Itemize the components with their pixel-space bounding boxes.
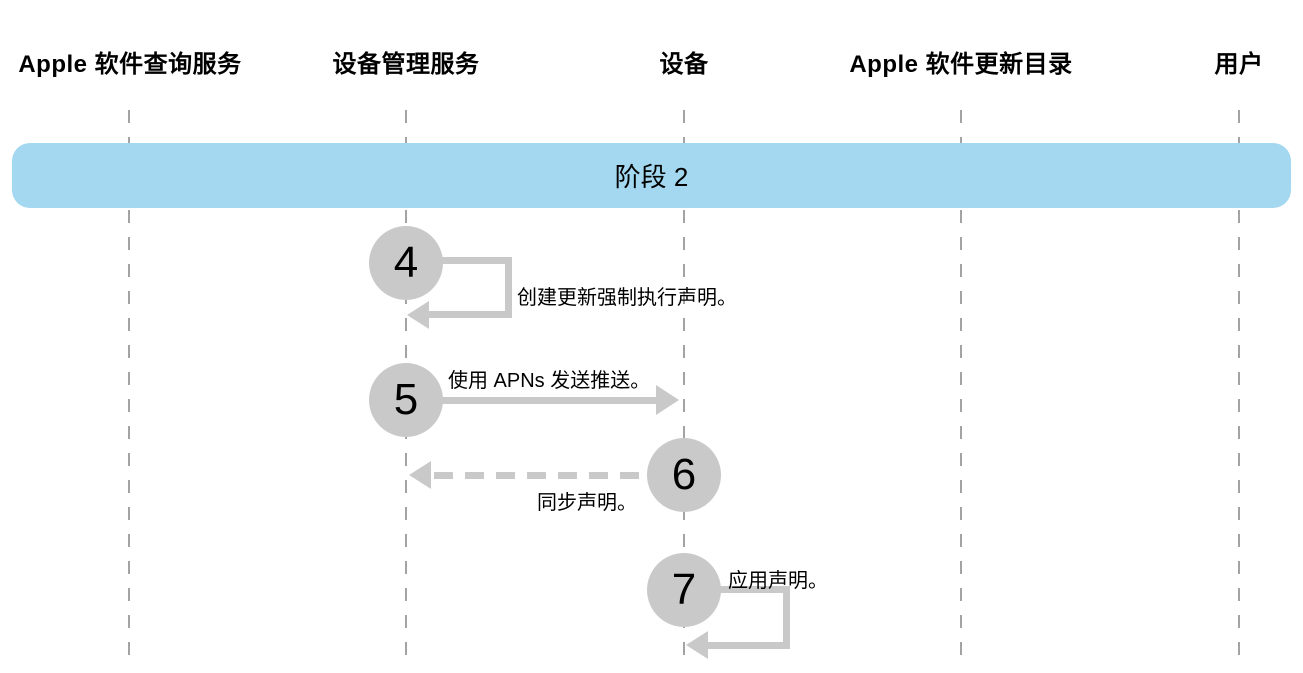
- lifeline-segment: [683, 210, 685, 658]
- step-7-label: 应用声明。: [728, 570, 828, 592]
- lane-header-device: 设备: [659, 51, 709, 78]
- step-6-number: 6: [671, 450, 697, 499]
- lifeline-segment: [405, 110, 407, 143]
- step-6-number-badge: 6: [647, 438, 721, 512]
- step-6-arrowhead-left-icon: [409, 461, 431, 489]
- step-7-number-badge: 7: [647, 553, 721, 627]
- lifeline-segment: [1238, 210, 1240, 658]
- step-7-self-loop-arrow: [708, 586, 790, 649]
- step-5-number: 5: [393, 375, 419, 424]
- lifeline-segment: [960, 110, 962, 143]
- phase-banner-label: 阶段 2: [614, 162, 689, 192]
- step-4-number: 4: [393, 238, 419, 287]
- step-6-label: 同步声明。: [537, 492, 637, 514]
- step-4-number-badge: 4: [369, 226, 443, 300]
- step-5-number-badge: 5: [369, 363, 443, 437]
- lifeline-segment: [960, 210, 962, 658]
- step-4-arrowhead-left-icon: [407, 301, 429, 329]
- step-7-number: 7: [671, 565, 697, 614]
- step-6-arrow-line-dashed: [434, 472, 650, 479]
- step-7-arrowhead-left-icon: [686, 631, 708, 659]
- lifeline-segment: [1238, 110, 1240, 143]
- lane-header-apple-software-lookup-service: Apple 软件查询服务: [18, 51, 242, 78]
- step-5-arrowhead-right-icon: [656, 385, 679, 415]
- phase-banner: 阶段 2: [12, 143, 1291, 208]
- lifeline-segment: [128, 210, 130, 658]
- step-5-arrow-line: [440, 397, 658, 404]
- lifeline-segment: [128, 110, 130, 143]
- lane-header-apple-software-update-catalog: Apple 软件更新目录: [849, 51, 1073, 78]
- lane-header-device-management-service: 设备管理服务: [332, 51, 480, 78]
- lifeline-segment: [683, 110, 685, 143]
- lane-header-user: 用户: [1214, 51, 1264, 78]
- step-4-self-loop-arrow: [429, 257, 512, 318]
- step-4-label: 创建更新强制执行声明。: [517, 287, 737, 309]
- step-5-label: 使用 APNs 发送推送。: [448, 370, 651, 392]
